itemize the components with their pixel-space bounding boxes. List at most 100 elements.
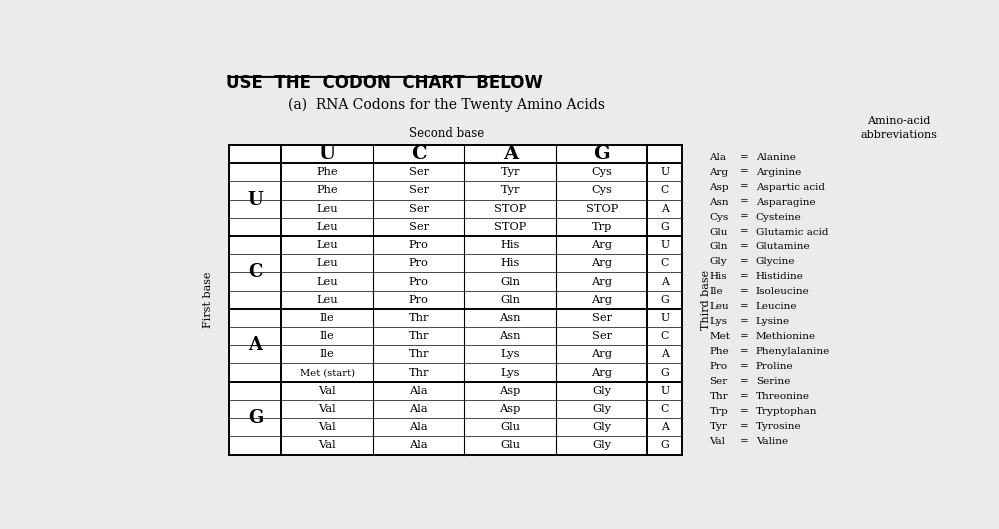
Text: U: U <box>319 145 336 163</box>
Text: Cys: Cys <box>591 186 612 196</box>
Text: Phe: Phe <box>317 186 338 196</box>
Text: =: = <box>740 407 748 416</box>
Text: =: = <box>740 242 748 251</box>
Text: =: = <box>740 153 748 162</box>
Text: Leucine: Leucine <box>756 303 797 312</box>
Text: Tyr: Tyr <box>500 167 519 177</box>
Text: Arg: Arg <box>591 295 612 305</box>
Text: =: = <box>740 362 748 371</box>
Text: G: G <box>660 295 669 305</box>
Text: Lys: Lys <box>500 368 519 378</box>
Text: Val: Val <box>319 404 336 414</box>
Text: C: C <box>660 258 669 268</box>
Text: G: G <box>660 441 669 450</box>
Text: Lysine: Lysine <box>756 317 790 326</box>
Text: =: = <box>740 377 748 386</box>
Text: Glu: Glu <box>709 227 728 236</box>
Text: Glu: Glu <box>500 422 520 432</box>
Text: Ala: Ala <box>410 404 428 414</box>
Text: =: = <box>740 183 748 191</box>
Text: Tyr: Tyr <box>709 422 727 431</box>
Text: Ala: Ala <box>410 422 428 432</box>
Text: =: = <box>740 197 748 206</box>
Text: STOP: STOP <box>495 204 526 214</box>
Text: Ile: Ile <box>320 331 335 341</box>
Text: Arg: Arg <box>591 277 612 287</box>
Text: Val: Val <box>319 441 336 450</box>
Text: A: A <box>249 336 263 354</box>
Text: U: U <box>660 313 669 323</box>
Text: Met: Met <box>709 332 730 341</box>
Text: G: G <box>660 368 669 378</box>
Text: Threonine: Threonine <box>756 392 810 401</box>
Text: =: = <box>740 422 748 431</box>
Text: Glu: Glu <box>500 441 520 450</box>
Text: Isoleucine: Isoleucine <box>756 287 809 296</box>
Text: C: C <box>411 145 427 163</box>
Text: Phenylalanine: Phenylalanine <box>756 347 830 356</box>
Text: Arg: Arg <box>709 168 728 177</box>
Text: Amino-acid
abbreviations: Amino-acid abbreviations <box>860 116 938 140</box>
Text: Leu: Leu <box>709 303 729 312</box>
Text: Third base: Third base <box>700 270 710 330</box>
Text: Arg: Arg <box>591 240 612 250</box>
Text: Proline: Proline <box>756 362 793 371</box>
Text: Leu: Leu <box>317 240 338 250</box>
Text: Asp: Asp <box>709 183 729 191</box>
Text: Aspartic acid: Aspartic acid <box>756 183 825 191</box>
Text: Lys: Lys <box>500 349 519 359</box>
Text: Val: Val <box>319 386 336 396</box>
Text: Ser: Ser <box>591 313 611 323</box>
Text: His: His <box>500 258 519 268</box>
Text: Tyr: Tyr <box>500 186 519 196</box>
Text: Thr: Thr <box>409 313 429 323</box>
Text: G: G <box>660 222 669 232</box>
Text: Asparagine: Asparagine <box>756 197 815 206</box>
Text: STOP: STOP <box>585 204 617 214</box>
Text: Leu: Leu <box>317 295 338 305</box>
Bar <box>230 145 682 454</box>
Text: A: A <box>661 204 668 214</box>
Text: =: = <box>740 272 748 281</box>
Text: Histidine: Histidine <box>756 272 804 281</box>
Text: STOP: STOP <box>495 222 526 232</box>
Text: First base: First base <box>203 271 213 328</box>
Text: Trp: Trp <box>709 407 728 416</box>
Text: Ala: Ala <box>410 386 428 396</box>
Text: Ser: Ser <box>709 377 727 386</box>
Text: =: = <box>740 303 748 312</box>
Text: Asp: Asp <box>500 386 520 396</box>
Text: Arg: Arg <box>591 349 612 359</box>
Text: Glycine: Glycine <box>756 258 795 267</box>
Text: Cys: Cys <box>709 213 728 222</box>
Text: Leu: Leu <box>317 204 338 214</box>
Text: A: A <box>661 277 668 287</box>
Text: USE  THE  CODON  CHART  BELOW: USE THE CODON CHART BELOW <box>226 74 542 92</box>
Text: =: = <box>740 392 748 401</box>
Text: His: His <box>500 240 519 250</box>
Text: Val: Val <box>319 422 336 432</box>
Text: Gly: Gly <box>709 258 727 267</box>
Text: C: C <box>660 186 669 196</box>
Text: Thr: Thr <box>409 368 429 378</box>
Text: =: = <box>740 347 748 356</box>
Text: =: = <box>740 317 748 326</box>
Text: Leu: Leu <box>317 222 338 232</box>
Text: =: = <box>740 332 748 341</box>
Text: A: A <box>661 349 668 359</box>
Text: Ser: Ser <box>409 167 429 177</box>
Text: Thr: Thr <box>409 349 429 359</box>
Text: Val: Val <box>709 437 725 446</box>
Text: Gly: Gly <box>592 422 611 432</box>
Text: Gln: Gln <box>500 277 520 287</box>
Text: (a)  RNA Codons for the Twenty Amino Acids: (a) RNA Codons for the Twenty Amino Acid… <box>288 98 604 113</box>
Text: His: His <box>709 272 727 281</box>
Text: Glutamine: Glutamine <box>756 242 810 251</box>
Text: Phe: Phe <box>709 347 729 356</box>
Text: Pro: Pro <box>409 240 429 250</box>
Text: Phe: Phe <box>317 167 338 177</box>
Text: Arg: Arg <box>591 368 612 378</box>
Text: Ile: Ile <box>320 313 335 323</box>
Text: Arginine: Arginine <box>756 168 801 177</box>
Text: Pro: Pro <box>409 295 429 305</box>
